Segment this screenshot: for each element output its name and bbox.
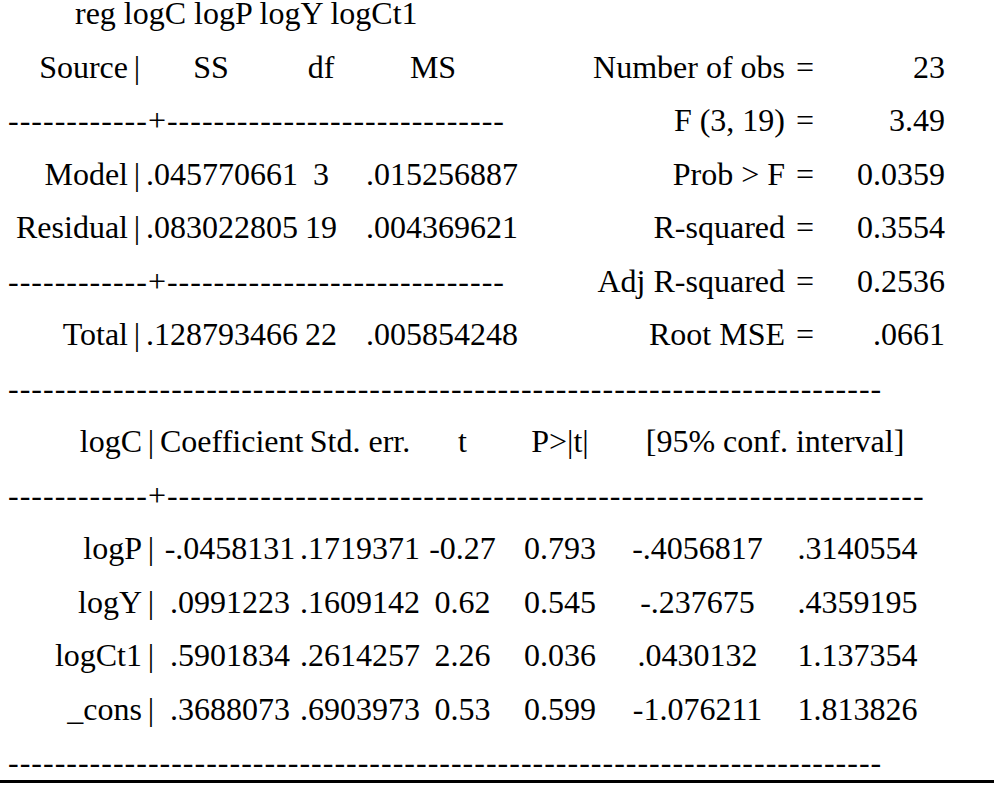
stderr-value: .2614257 [300,629,420,683]
anova-ss: .083022805 [146,201,276,255]
anova-label: Model [0,148,128,202]
stat-value-number-of-obs: 23 [825,41,945,95]
anova-label: Residual [0,201,128,255]
coef-header-p: P>|t| [505,415,615,469]
stat-label-f: F (3, 19) [500,94,785,148]
pipe-divider: | [142,415,160,469]
equals-sign: = [785,201,825,255]
dashed-separator: ------------+---------------------------… [0,94,500,148]
stata-command: reg logC logP logY logCt1 [0,0,994,41]
pipe-divider: | [128,308,146,362]
equals-sign: = [785,148,825,202]
coef-header-t: t [420,415,505,469]
t-value: 0.62 [420,576,505,630]
stat-label-adj-r-squared: Adj R-squared [500,255,785,309]
coef-value: -.0458131 [160,522,300,576]
p-value: 0.599 [505,683,615,737]
anova-row-residual: Residual|.08302280519.004369621R-squared… [0,201,994,255]
stat-label-root-mse: Root MSE [500,308,785,362]
equals-sign: = [785,41,825,95]
ci-upper: .3140554 [780,522,935,576]
pipe-divider: | [128,41,146,95]
coef-row-logCt1: logCt1|.5901834.26142572.260.036.0430132… [0,629,994,683]
coef-header-row: logC|CoefficientStd. err.tP>|t|[95% conf… [0,415,994,469]
stderr-value: .1719371 [300,522,420,576]
coef-row-logP: logP|-.0458131.1719371-0.270.793-.405681… [0,522,994,576]
coef-separator-row: ------------+---------------------------… [0,469,994,523]
stderr-value: .1609142 [300,576,420,630]
stat-label-number-of-obs: Number of obs [500,41,785,95]
anova-separator-row: ------------+---------------------------… [0,255,994,309]
pipe-divider: | [142,683,160,737]
stat-value-f: 3.49 [825,94,945,148]
coef-value: .0991223 [160,576,300,630]
anova-header-ss: SS [146,41,276,95]
command-text: reg logC logP logY logCt1 [75,0,418,41]
t-value: 2.26 [420,629,505,683]
stat-label-r-squared: R-squared [500,201,785,255]
coef-value: .5901834 [160,629,300,683]
anova-ss: .128793466 [146,308,276,362]
coef-header-depvar: logC [0,415,142,469]
stat-value-r-squared: 0.3554 [825,201,945,255]
p-value: 0.545 [505,576,615,630]
pipe-divider: | [142,576,160,630]
dashed-separator: ------------+---------------------------… [8,469,925,523]
page-bottom-border [0,780,994,783]
coef-row-cons: _cons|.3688073.69039730.530.599-1.076211… [0,683,994,737]
ci-lower: -.4056817 [615,522,780,576]
anova-ms: .004369621 [366,201,500,255]
p-value: 0.036 [505,629,615,683]
anova-ss: .045770661 [146,148,276,202]
stat-value-root-mse: .0661 [825,308,945,362]
coef-header-stderr: Std. err. [300,415,420,469]
equals-sign: = [785,308,825,362]
ci-lower: -1.076211 [615,683,780,737]
anova-df: 22 [276,308,366,362]
pipe-divider: | [142,629,160,683]
anova-df: 19 [276,201,366,255]
stat-label-prob-f: Prob > F [500,148,785,202]
anova-separator-row: ------------+---------------------------… [0,94,994,148]
coef-row-logY: logY|.0991223.16091420.620.545-.237675.4… [0,576,994,630]
stat-value-adj-r-squared: 0.2536 [825,255,945,309]
p-value: 0.793 [505,522,615,576]
ci-lower: .0430132 [615,629,780,683]
coef-var: logCt1 [0,629,142,683]
dashed-separator: ----------------------------------------… [8,362,882,416]
ci-upper: 1.137354 [780,629,935,683]
equals-sign: = [785,94,825,148]
coef-var: logP [0,522,142,576]
anova-header-ms: MS [366,41,500,95]
full-dashed-separator: ----------------------------------------… [0,362,994,416]
anova-header-source: Source [0,41,128,95]
anova-header-row: Source|SSdfMSNumber of obs=23 [0,41,994,95]
stderr-value: .6903973 [300,683,420,737]
stata-output: reg logC logP logY logCt1 Source|SSdfMSN… [0,0,994,790]
ci-upper: 1.813826 [780,683,935,737]
coef-value: .3688073 [160,683,300,737]
coef-header-ci: [95% conf. interval] [615,415,935,469]
anova-df: 3 [276,148,366,202]
anova-ms: .005854248 [366,308,500,362]
pipe-divider: | [128,201,146,255]
pipe-divider: | [142,522,160,576]
anova-label: Total [0,308,128,362]
coef-header-coefficient: Coefficient [160,415,300,469]
ci-upper: .4359195 [780,576,935,630]
equals-sign: = [785,255,825,309]
pipe-divider: | [128,148,146,202]
coef-var: logY [0,576,142,630]
stata-output-page: reg logC logP logY logCt1 Source|SSdfMSN… [0,0,994,789]
stat-value-prob-f: 0.0359 [825,148,945,202]
anova-row-model: Model|.0457706613.015256887Prob > F=0.03… [0,148,994,202]
coef-var: _cons [0,683,142,737]
t-value: -0.27 [420,522,505,576]
t-value: 0.53 [420,683,505,737]
ci-lower: -.237675 [615,576,780,630]
anova-ms: .015256887 [366,148,500,202]
dashed-separator: ------------+---------------------------… [0,255,500,309]
anova-header-df: df [276,41,366,95]
anova-row-total: Total|.12879346622.005854248Root MSE=.06… [0,308,994,362]
